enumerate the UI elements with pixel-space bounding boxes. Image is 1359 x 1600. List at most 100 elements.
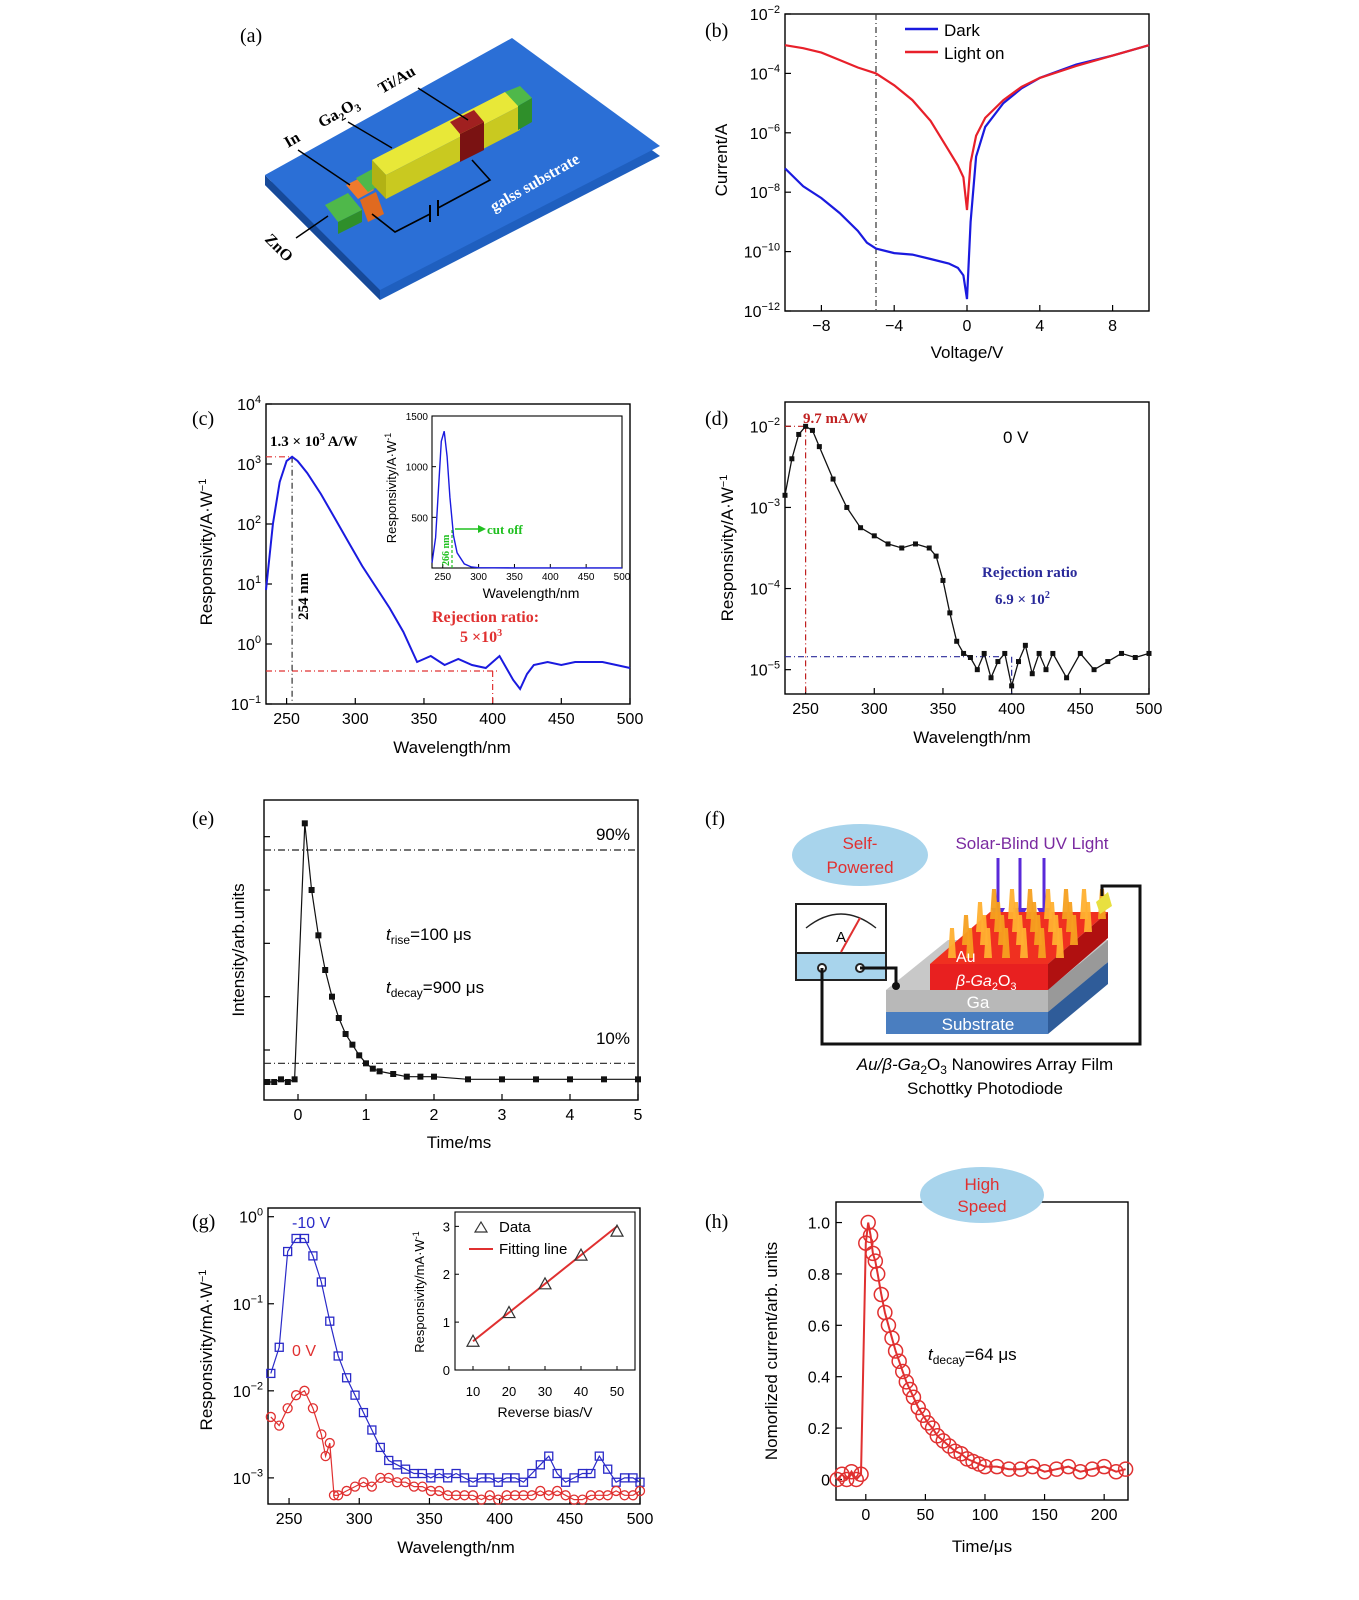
panel-b: (b) 10−2 10−4 10−6 10−8 10−10 10−12 −8 −4 0 4 8 D… — [705, 4, 1150, 362]
panel-h-xtick-label: 0 — [861, 1507, 870, 1524]
panel-c-inset-ytick-label: 500 — [411, 513, 428, 524]
panel-g-0v-point — [602, 1490, 613, 1501]
legend-dark-label: Dark — [944, 21, 980, 40]
panel-g-0v-point — [417, 1481, 428, 1492]
panel-b-xtick-label: −4 — [885, 318, 903, 335]
nanowire — [1026, 889, 1034, 919]
panel-e-point — [376, 1068, 383, 1075]
panel-e-point — [329, 993, 335, 1000]
panel-c-responsivity-curve — [265, 455, 631, 691]
panel-d-point — [871, 533, 877, 539]
zno-block — [325, 193, 362, 222]
panel-d-point — [1016, 659, 1022, 665]
panel-e-point — [284, 1079, 291, 1085]
panel-b-light-curve — [784, 44, 1150, 211]
panel-d-point — [830, 476, 836, 482]
panel-g-0v-point — [366, 1481, 378, 1492]
panel-h-point — [1001, 1461, 1017, 1477]
panel-g-minus10v-point — [544, 1451, 554, 1461]
circuit-wire-left — [371, 213, 431, 233]
panel-e-xtick-label: 1 — [362, 1107, 371, 1124]
panel-c-inset-xlabel: Wavelength/nm — [483, 585, 580, 601]
panel-c-peak-label: 1.3 × 103 A/W — [270, 432, 358, 450]
panel-h-ytick-label: 0.2 — [808, 1421, 830, 1438]
wire-to-au — [820, 884, 1142, 1046]
panel-c-ytick-label: 104 — [237, 394, 261, 414]
panel-h-point — [953, 1446, 969, 1462]
panel-e-label: (e) — [192, 808, 214, 830]
panel-e-point — [264, 1079, 271, 1085]
self-powered-line1: Self- — [843, 834, 878, 853]
panel-g-minus10v-point — [341, 1373, 352, 1383]
panel-d-markers — [782, 423, 1152, 689]
panel-c-ytick-label: 10−1 — [231, 694, 261, 714]
panel-g-inset-xlabel: Reverse bias/V — [498, 1404, 594, 1420]
zno-block-3-side — [518, 98, 532, 130]
uv-light-label: Solar-Blind UV Light — [955, 834, 1108, 853]
zno-arrow — [295, 215, 329, 239]
panel-e-point — [431, 1073, 437, 1080]
panel-e-xtick-label: 3 — [498, 1107, 507, 1124]
panel-g-minus10v-point — [308, 1251, 318, 1261]
panel-c-ytick-label: 101 — [237, 574, 261, 594]
panel-g-0v-point — [265, 1411, 276, 1423]
panel-c-axes-frame — [265, 403, 631, 705]
panel-h-point — [829, 1471, 845, 1488]
panel-d-xticks: 250 300 350 400 450 500 — [792, 688, 1162, 718]
nanowire — [962, 915, 970, 945]
panel-d-xtick-label: 350 — [930, 701, 957, 718]
panel-g-xlabel: Wavelength/nm — [397, 1538, 514, 1557]
panel-d-xtick-label: 400 — [998, 701, 1025, 718]
panel-c-254nm-label: 254 nm — [296, 572, 312, 620]
panel-c-inset-frame — [431, 415, 623, 569]
nanowire-array — [948, 889, 1106, 958]
panel-h-point — [929, 1428, 946, 1444]
panel-h-point — [1072, 1463, 1089, 1480]
panel-g-minus10v-point — [333, 1351, 343, 1361]
panel-h-point — [1084, 1461, 1100, 1477]
panel-d-ytick-label: 10−4 — [750, 578, 780, 598]
panel-b-xticks: −8 −4 0 4 8 — [812, 305, 1117, 335]
panel-d-point — [803, 423, 809, 429]
layer-ga-label: Ga — [967, 993, 990, 1012]
panel-g-0v-point — [543, 1490, 554, 1501]
panel-h-point — [848, 1471, 865, 1488]
panel-d-point — [1064, 675, 1070, 681]
panel-d-point — [809, 427, 815, 433]
panel-g-inset-xtick-label: 20 — [502, 1384, 516, 1399]
panel-g-0v-point — [577, 1494, 588, 1505]
panel-g-0v-point — [307, 1403, 319, 1414]
panel-d-xtick-label: 450 — [1067, 701, 1094, 718]
panel-d-bias-label: 0 V — [1003, 428, 1029, 447]
panel-g-ytick-label: 10−2 — [233, 1381, 263, 1401]
panel-d-point — [782, 492, 788, 498]
caption-line2: Schottky Photodiode — [907, 1079, 1063, 1098]
panel-h-xticks: 0 50 100 150 200 — [861, 1494, 1118, 1524]
panel-g-xticks: 250 300 350 400 450 500 — [276, 1498, 653, 1528]
panel-h-xtick-label: 150 — [1031, 1507, 1058, 1524]
panel-d-point — [947, 610, 953, 616]
panel-g-0v-point — [634, 1485, 646, 1497]
panel-e-point — [465, 1076, 471, 1083]
panel-e-point — [349, 1041, 356, 1048]
panel-h-markers — [829, 1214, 1134, 1488]
panel-d-point — [933, 553, 939, 559]
panel-e-point — [271, 1079, 278, 1085]
panel-d-point — [1036, 650, 1042, 656]
panel-d-axes-frame — [784, 401, 1150, 695]
panel-d-point — [988, 675, 994, 681]
layer-ga2o3-label: β-Ga2O3 — [955, 973, 1017, 993]
panel-d: (d) 10−210−310−410−5 250 300 350 400 450 500 … — [705, 401, 1162, 747]
panel-g-xtick-label: 450 — [556, 1511, 583, 1528]
panel-e-ylabel: Intensity/arb.units — [229, 883, 248, 1016]
label-in: In — [282, 129, 304, 151]
panel-g-inset-legend-fit: Fitting line — [499, 1241, 567, 1258]
panel-d-point — [1119, 650, 1125, 656]
panel-e-xtick-label: 5 — [634, 1107, 643, 1124]
panel-h-point — [862, 1227, 879, 1244]
panel-b-ylabel: Current/A — [712, 123, 731, 196]
panel-h-point — [977, 1458, 993, 1475]
panel-g-minus10v-markers — [266, 1233, 645, 1487]
panel-g-minus10v-point — [603, 1464, 613, 1474]
uv-arrows — [996, 858, 1046, 912]
